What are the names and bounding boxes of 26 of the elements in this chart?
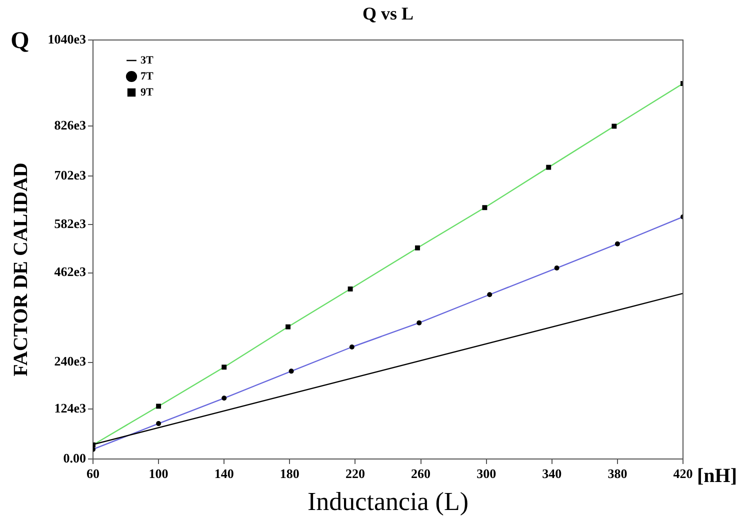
x-tick-label: 140 xyxy=(214,466,234,482)
x-tick-label: 100 xyxy=(148,466,168,482)
y-tick-label: 582e3 xyxy=(54,216,86,231)
x-tick-label: 60 xyxy=(86,466,100,482)
y-tick-label: 702e3 xyxy=(54,168,86,183)
x-axis-title: Inductancia (L) xyxy=(308,486,468,516)
legend-label: 7T xyxy=(140,70,154,82)
x-tick-label: 420 xyxy=(673,466,693,482)
y-tick-label: 124e3 xyxy=(54,400,86,416)
y-tick-label: 1040e3 xyxy=(48,31,86,46)
x-tick-label: 380 xyxy=(608,466,628,482)
y-axis-title: FACTOR DE CALIDAD xyxy=(10,162,32,376)
x-tick-label: 180 xyxy=(280,466,300,482)
x-tick-label: 260 xyxy=(411,466,431,482)
chart-title: Q vs L xyxy=(362,4,414,24)
x-tick-label: 220 xyxy=(345,466,365,482)
legend-label: 3T xyxy=(140,54,154,66)
y-tick-label: 826e3 xyxy=(54,118,86,133)
y-tick-label: 462e3 xyxy=(54,264,86,280)
text: Q xyxy=(10,28,30,54)
x-tick-label: 340 xyxy=(542,466,562,482)
x-tick-label: 300 xyxy=(476,466,496,482)
y-tick-label: 0.00 xyxy=(63,450,86,466)
y-tick-label: 240e3 xyxy=(54,354,86,369)
text: [nH] xyxy=(697,465,737,488)
legend-label: 9T xyxy=(140,86,154,98)
